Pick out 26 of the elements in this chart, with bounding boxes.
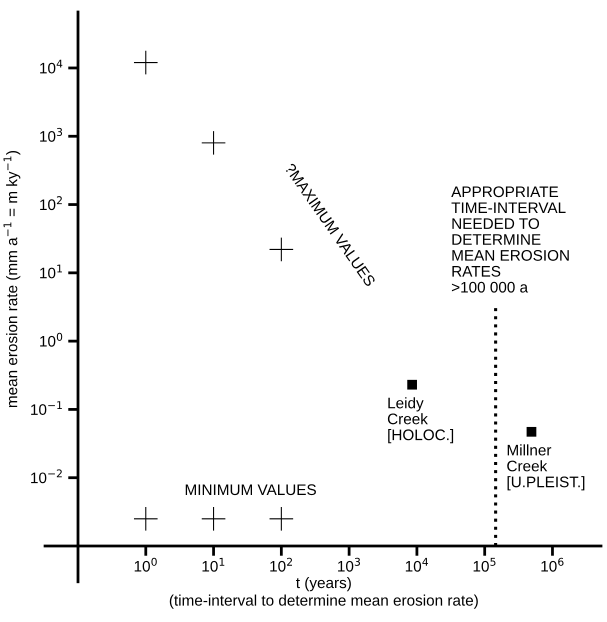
annotation: MINIMUM VALUES: [186, 484, 316, 496]
x-tick-label: 10$^{0}$: [134, 558, 157, 572]
point: [270, 238, 294, 262]
point: [270, 507, 294, 531]
point: [202, 507, 226, 531]
y-tick-label: 10$^{4}$: [40, 60, 62, 74]
annotation: Millner Creek [U.PLEIST.]: [507, 444, 584, 490]
x-tick-label: 10$^{5}$: [474, 558, 496, 572]
y-tick-label: 10$^{0}$: [40, 332, 62, 347]
y-tick-label: 10$^{−2}$: [31, 469, 62, 484]
x-tick-label: 10$^{4}$: [406, 558, 428, 572]
x-tick-label: 10$^{6}$: [541, 558, 564, 572]
point: [134, 50, 158, 74]
y-tick-label: 10$^{−1}$: [31, 401, 62, 415]
y-axis-title: mean erosion rate (mm a$^{−1}$ = m ky$^{−1}$): [4, 150, 20, 408]
x-tick-label: 10$^{3}$: [338, 558, 360, 572]
x-tick-label: 10$^{2}$: [270, 558, 292, 572]
y-tick-label: 10$^{1}$: [40, 264, 62, 278]
y-tick-label: 10$^{2}$: [40, 196, 62, 210]
point: [134, 507, 158, 531]
annotation: Leidy Creek [HOLOC.]: [388, 397, 454, 444]
x-tick-label: 10$^{1}$: [202, 558, 224, 572]
point: [202, 131, 226, 155]
y-tick-label: 10$^{3}$: [40, 128, 62, 142]
x-axis-title: t (years) (time-interval to determine mean erosion rate): [170, 576, 478, 609]
annotation: APPROPRIATE TIME-INTERVAL NEEDED TO DETERMINE MEAN EROSION RATES >100 000 a: [451, 186, 569, 293]
